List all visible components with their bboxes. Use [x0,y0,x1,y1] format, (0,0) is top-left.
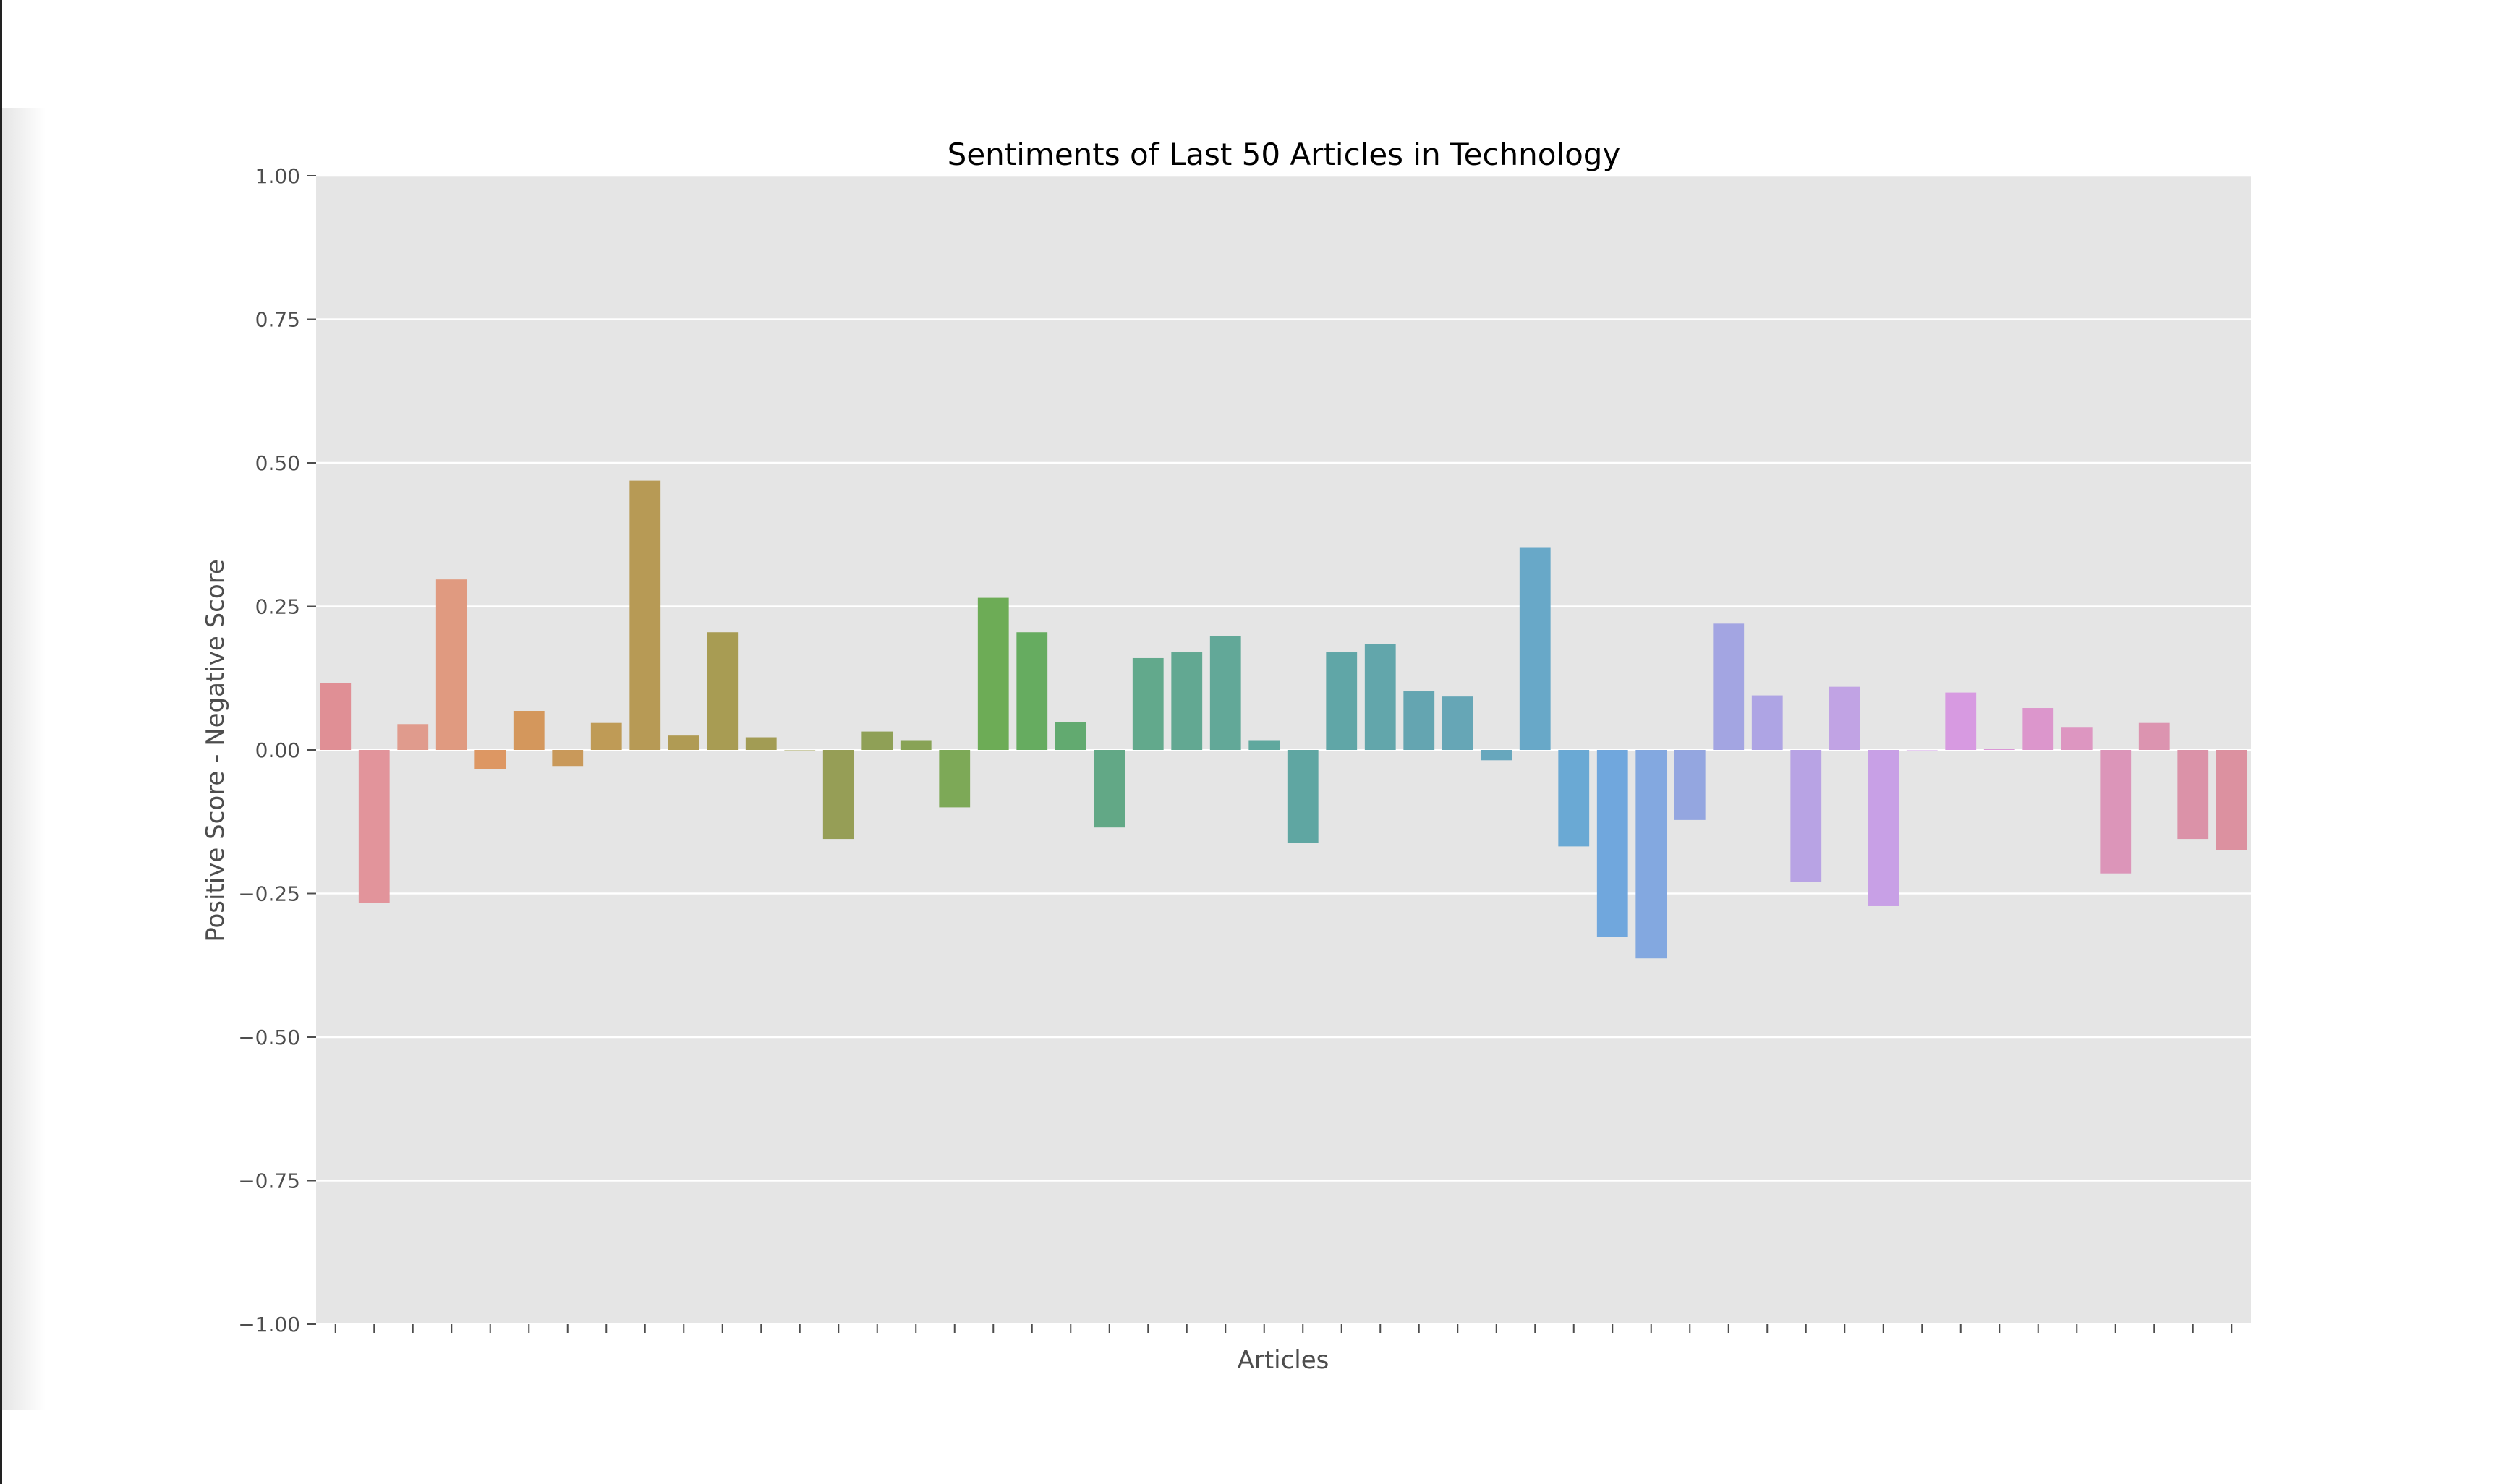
bar [1364,644,1396,750]
bar [1983,749,2015,750]
bar [2177,750,2209,840]
bar [1713,623,1745,750]
y-tick-label: 0.75 [255,308,300,332]
bar [1481,750,1512,761]
bar [1519,547,1551,750]
y-axis-label: Positive Score - Negative Score [201,559,230,942]
bar [2022,708,2054,750]
window-shadow [2,108,46,1410]
bar [1055,722,1086,750]
window-left-edge [0,0,2,1484]
bar [1209,636,1241,750]
bar [1094,750,1125,828]
bar [977,597,1009,750]
bar [1326,652,1358,750]
bar [2061,727,2093,750]
bar [1906,750,1938,751]
bar [668,735,699,750]
y-tick-label: 0.00 [255,738,300,762]
bars [320,480,2247,959]
x-axis-label: Articles [1238,1346,1329,1375]
bar [1829,686,1860,750]
bar [513,711,545,750]
bar [707,632,739,750]
bar [358,750,390,903]
bar [1945,692,1977,750]
bar [861,731,893,750]
y-tick-label: −1.00 [238,1313,300,1336]
bar [745,737,777,750]
bar [900,740,932,750]
bar [552,750,584,767]
bar [1790,750,1822,882]
bar [1558,750,1590,847]
bar [474,750,506,769]
bar [1635,750,1667,959]
bar [822,750,854,840]
bar [1403,691,1435,750]
y-tick-label: 0.25 [255,595,300,619]
bar [1248,740,1280,750]
x-axis-ticks [334,1324,2233,1333]
bar [590,722,622,750]
bar [1674,750,1706,820]
bar [1171,652,1203,750]
bar [784,750,816,751]
bar [629,480,661,750]
y-tick-label: −0.25 [238,882,300,906]
y-tick-label: 1.00 [255,164,300,188]
bar [1287,750,1319,843]
bar [1596,750,1628,937]
bar [397,724,429,750]
bar [435,579,467,750]
bar [1132,657,1164,750]
bar [2138,722,2170,750]
bar [939,750,971,808]
chart-title: Sentiments of Last 50 Articles in Techno… [948,137,1621,172]
bar [2216,750,2247,850]
y-tick-label: 0.50 [255,451,300,475]
y-tick-label: −0.50 [238,1025,300,1049]
y-tick-label: −0.75 [238,1169,300,1193]
bar [1442,696,1473,750]
bar [1016,632,1048,750]
bar [2100,750,2132,874]
y-axis-ticks: −1.00 −0.75 −0.50 −0.25 0.00 0.25 0.50 0.75 1.00 [238,164,316,1336]
bar [320,683,352,750]
bar [1868,750,1899,906]
bar [1751,695,1783,750]
